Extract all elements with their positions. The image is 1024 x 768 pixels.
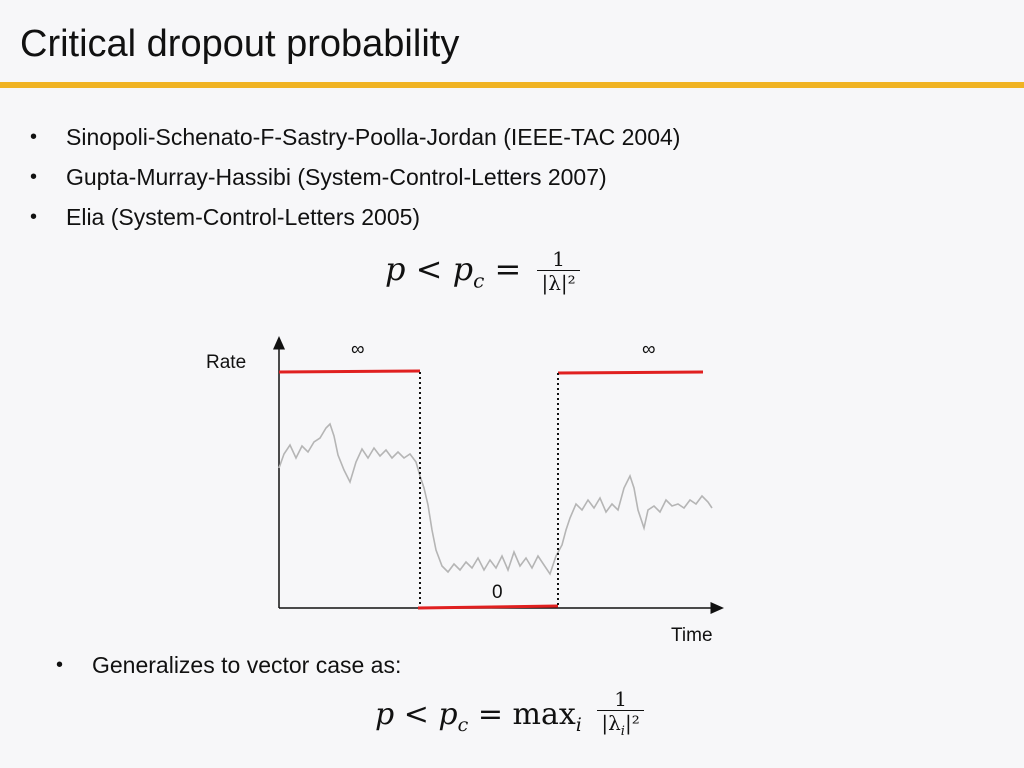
infinity-label-right: ∞ (642, 339, 656, 360)
formula-equals-max: = max (468, 697, 576, 732)
rate-level-infinite-left (278, 369, 421, 374)
reference-text: Sinopoli-Schenato-F-Sastry-Poolla-Jordan… (66, 124, 681, 150)
y-axis-label: Rate (206, 352, 246, 373)
denominator-tail: |² (624, 711, 640, 735)
formula-fraction: 1 |λi|² (597, 688, 644, 744)
formula-max-subscript: i (575, 714, 582, 736)
bullet-marker: • (30, 126, 38, 148)
title-underline (0, 82, 1024, 88)
reference-text: Gupta-Murray-Hassibi (System-Control-Let… (66, 164, 607, 190)
generalization-bullet: • Generalizes to vector case as: (56, 645, 401, 685)
reference-text: Elia (System-Control-Letters 2005) (66, 204, 421, 230)
rate-level-infinite-right (557, 370, 704, 375)
list-item: • Sinopoli-Schenato-F-Sastry-Poolla-Jord… (30, 117, 680, 157)
bullet-marker: • (30, 166, 38, 188)
zero-label: 0 (492, 582, 503, 603)
rate-signal-curve (278, 422, 713, 576)
vector-case-formula: p < pc = maxi 1 |λi|² (375, 688, 644, 744)
infinity-label-left: ∞ (351, 339, 365, 360)
formula-lhs: p < p (375, 697, 458, 732)
formula-lhs: p < p (385, 250, 474, 288)
list-item: • Elia (System-Control-Letters 2005) (30, 197, 680, 237)
rate-level-zero (417, 604, 559, 610)
formula-numerator: 1 (597, 688, 644, 711)
denominator-subscript: i (620, 724, 625, 739)
formula-equals: = (484, 250, 522, 288)
formula-denominator: |λ|² (541, 271, 576, 295)
critical-probability-formula: p < pc = 1 |λ|² (385, 248, 580, 295)
x-axis-label: Time (671, 625, 713, 646)
reference-list: • Sinopoli-Schenato-F-Sastry-Poolla-Jord… (30, 117, 680, 237)
formula-numerator: 1 (537, 248, 580, 271)
list-item: • Gupta-Murray-Hassibi (System-Control-L… (30, 157, 680, 197)
page-title: Critical dropout probability (20, 23, 460, 65)
denominator-head: |λ (601, 711, 621, 735)
formula-subscript: c (457, 714, 469, 736)
bullet-marker: • (56, 654, 64, 676)
formula-subscript: c (473, 268, 485, 293)
generalization-text: Generalizes to vector case as: (92, 652, 402, 678)
formula-fraction: 1 |λ|² (537, 248, 580, 295)
formula-denominator: |λi|² (597, 711, 643, 744)
bullet-marker: • (30, 206, 38, 228)
